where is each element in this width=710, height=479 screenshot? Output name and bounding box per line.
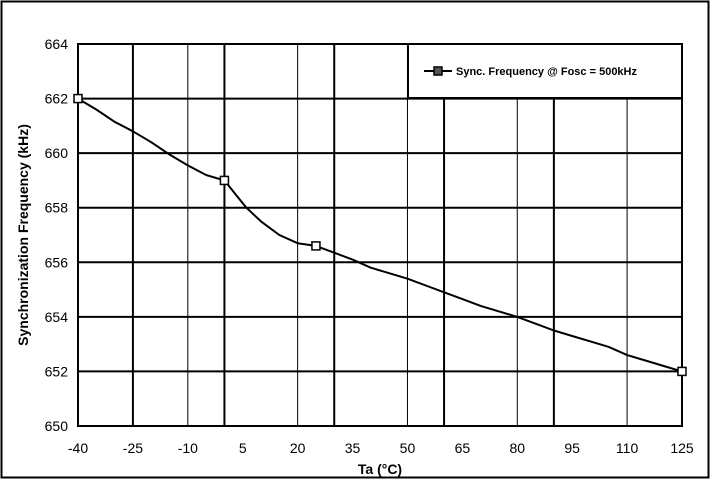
x-tick-label: 50 — [400, 440, 416, 456]
y-tick-label: 656 — [45, 254, 69, 270]
data-point-marker — [311, 241, 321, 251]
x-tick-label: 5 — [239, 440, 247, 456]
x-tick-label: -40 — [68, 440, 88, 456]
y-tick-label: 654 — [45, 309, 69, 325]
x-axis-title: Ta (°C) — [358, 461, 402, 477]
legend-marker — [433, 66, 443, 76]
x-tick-label: 80 — [509, 440, 525, 456]
legend-box — [407, 43, 683, 99]
x-tick-label: 125 — [670, 440, 694, 456]
x-tick-label: 95 — [564, 440, 580, 456]
y-tick-label: 662 — [45, 91, 69, 107]
data-point-marker — [73, 93, 83, 104]
x-tick-label: -10 — [178, 440, 198, 456]
x-axis-tick-labels: -40 -25 -10 5 20 35 50 65 80 95 110 125 — [68, 440, 694, 456]
x-tick-label: 110 — [616, 440, 639, 456]
x-tick-label: 65 — [455, 440, 471, 456]
y-tick-label: 652 — [45, 363, 69, 379]
x-tick-label: -25 — [123, 440, 143, 456]
y-tick-label: 650 — [45, 418, 69, 434]
y-tick-label: 664 — [45, 36, 69, 52]
y-tick-label: 658 — [45, 200, 69, 216]
series-layer — [73, 93, 687, 377]
vertical-gridlines — [131, 44, 628, 426]
y-axis-title: Synchronization Frequency (kHz) — [15, 124, 31, 346]
legend: Sync. Frequency @ Fosc = 500kHz — [407, 43, 683, 99]
x-tick-label: 35 — [345, 440, 361, 456]
data-point-marker — [677, 366, 687, 377]
series-line — [77, 97, 683, 373]
y-tick-label: 660 — [45, 145, 69, 161]
plot-area — [77, 43, 683, 427]
y-axis-tick-labels: 650 652 654 656 658 660 662 664 — [45, 36, 69, 434]
x-tick-label: 20 — [290, 440, 306, 456]
data-point-marker — [219, 175, 230, 186]
legend-label: Sync. Frequency @ Fosc = 500kHz — [456, 66, 637, 78]
